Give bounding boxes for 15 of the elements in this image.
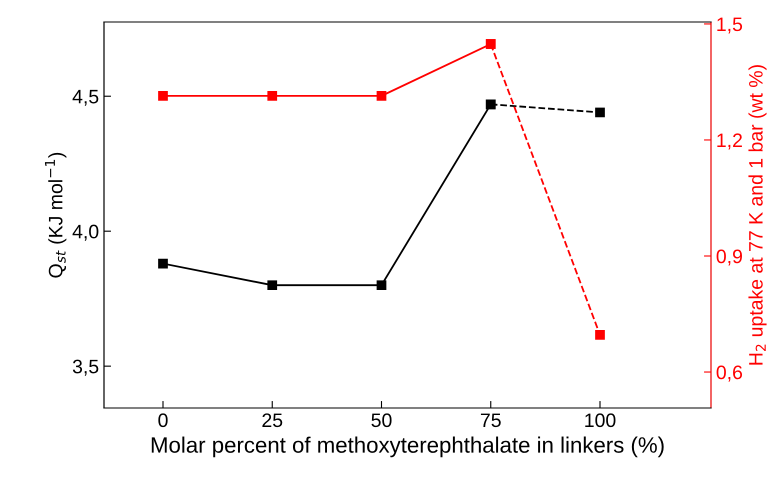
y2-tick-label: 0,9: [716, 249, 742, 266]
x-tick-label: 100: [585, 413, 616, 428]
x-tick-label: 50: [371, 413, 392, 428]
x-tick-label: 25: [262, 413, 282, 428]
y2-axis-title: H$_{2}$ uptake at 77 K and 1 bar (wt %): [748, 65, 767, 365]
x-axis-title: Molar percent of methoxyterephthalate in linkers (%): [152, 436, 664, 458]
y-tick-label: 3,5: [72, 360, 98, 376]
y2-tick-label: 1,5: [717, 18, 742, 34]
x-tick-label: 75: [480, 414, 501, 428]
y-tick-label: 4,5: [72, 90, 98, 106]
y-tick-label: 4,0: [72, 224, 98, 241]
y-axis-title: Q$_{st}$ (KJ mol$^{−1}$): [44, 152, 66, 278]
y2-tick-label: 1,2: [717, 133, 742, 150]
y2-tick-label: 0,6: [716, 366, 742, 382]
x-tick-label: 0: [158, 413, 168, 428]
